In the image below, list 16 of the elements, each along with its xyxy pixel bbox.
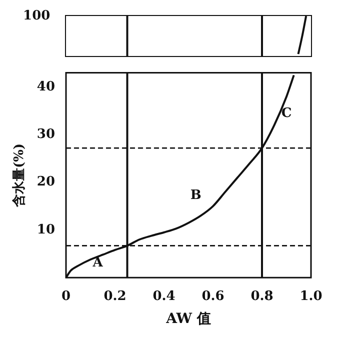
annotation: C — [281, 106, 292, 122]
y-tick-label: 10 — [36, 222, 55, 238]
annotation: B — [190, 188, 202, 204]
x-axis-title: AW 值 — [165, 311, 211, 328]
x-tick-label: 0.8 — [250, 288, 274, 304]
x-tick-label: 0.4 — [152, 288, 176, 304]
y-tick-label: 30 — [36, 127, 55, 142]
x-tick-label: 0.6 — [202, 288, 224, 304]
text: 100 — [23, 8, 50, 24]
annotation: A — [92, 256, 104, 271]
x-tick-label: 0 — [61, 288, 71, 304]
x-tick-label: 0.2 — [104, 288, 126, 304]
y-tick-label: 20 — [36, 174, 55, 190]
y-tick-label: 40 — [36, 79, 55, 94]
y-axis-title: 含水量(%) — [11, 143, 28, 208]
x-tick-label: 1.0 — [300, 288, 322, 304]
